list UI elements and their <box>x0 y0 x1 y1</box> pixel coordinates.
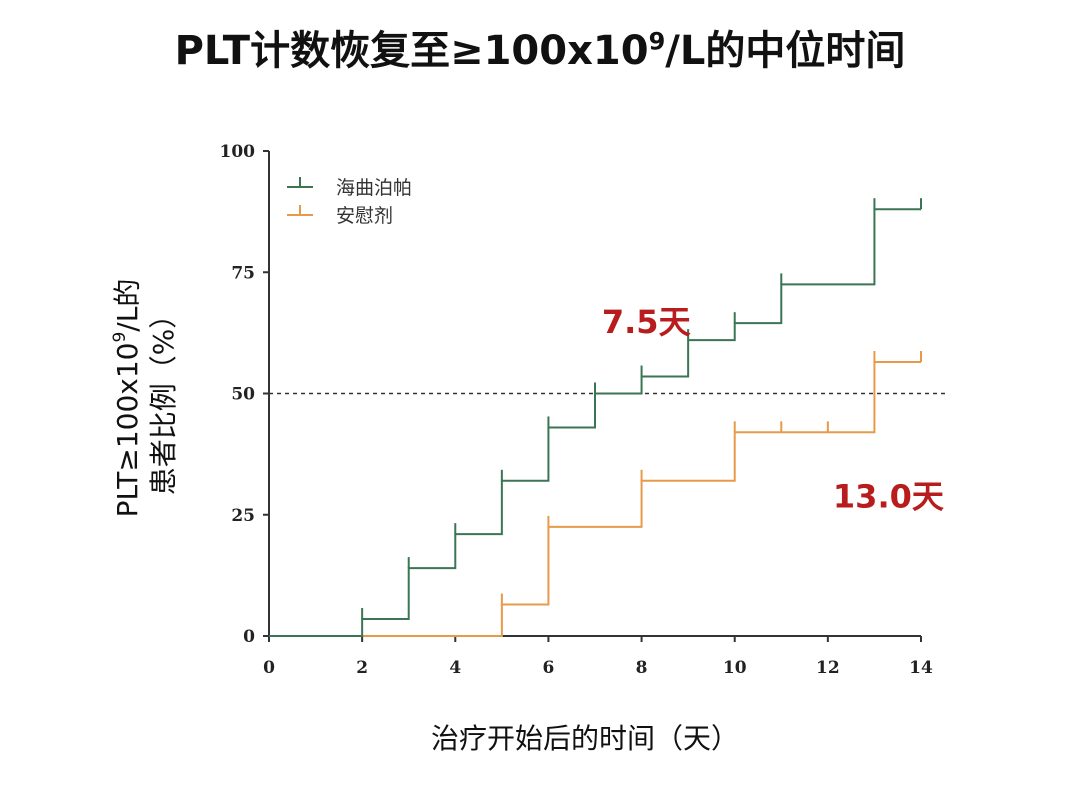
x-tick-label: 4 <box>449 658 461 678</box>
ylabel-tail: /L的 <box>111 279 144 332</box>
y-tick-label: 100 <box>220 142 256 162</box>
y-axis-label: PLT≥100x109/L的 患者比例（%） <box>110 279 180 518</box>
x-tick-label: 10 <box>723 658 747 678</box>
y-tick-label: 25 <box>231 506 255 526</box>
y-tick-label: 0 <box>243 627 255 647</box>
legend-label: 海曲泊帕 <box>336 177 412 199</box>
ylabel-superscript: 9 <box>110 332 130 343</box>
x-tick-label: 6 <box>543 658 555 678</box>
x-tick-label: 8 <box>636 658 648 678</box>
x-tick-label: 0 <box>263 658 275 678</box>
median-annotation: 13.0天 <box>833 477 944 515</box>
title-superscript: 9 <box>648 27 666 56</box>
legend-label: 安慰剂 <box>336 205 393 227</box>
svg-text:PLT≥100x109/L的: PLT≥100x109/L的 <box>110 279 144 518</box>
ylabel-line2: 患者比例（%） <box>147 301 180 496</box>
x-axis-label: 治疗开始后的时间（天） <box>431 722 739 755</box>
x-tick-label: 2 <box>356 658 368 678</box>
y-tick-label: 50 <box>231 385 255 405</box>
y-tick-label: 75 <box>231 263 255 283</box>
title-main: PLT计数恢复至≥100x10 <box>174 28 649 74</box>
ylabel-main: PLT≥100x10 <box>111 343 144 518</box>
median-annotation: 7.5天 <box>602 303 691 341</box>
series-line-drug <box>269 208 921 637</box>
x-tick-label: 14 <box>909 658 933 678</box>
x-tick-label: 12 <box>816 658 840 678</box>
chart-title: PLT计数恢复至≥100x109/L的中位时间 <box>0 18 1080 76</box>
series-line-placebo <box>269 360 921 637</box>
title-tail: /L的中位时间 <box>665 28 906 74</box>
